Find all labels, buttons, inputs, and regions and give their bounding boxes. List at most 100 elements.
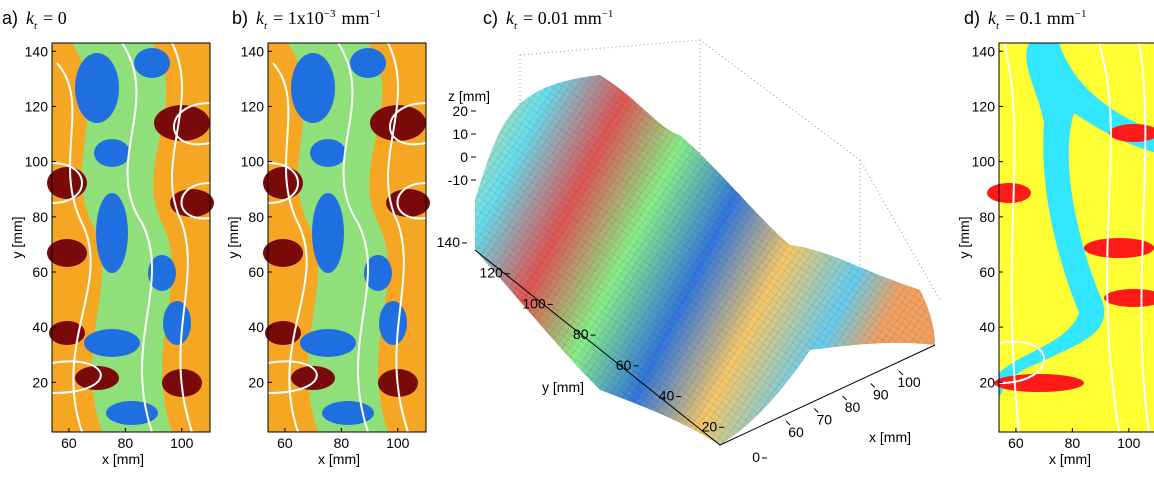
y-tick-label: 20 <box>32 374 48 390</box>
plot-area: 60 80 100 20 40 60 80 100 120 140 x [mm] y [mm] <box>956 42 1154 467</box>
surface-3d <box>474 39 941 446</box>
y-tick-label: 100 <box>25 154 49 170</box>
y-tick-label: 120 <box>972 98 996 114</box>
z-tick-label: -10 <box>448 172 468 188</box>
y-tick-label: 100 <box>522 295 546 311</box>
y-tick-label: 40 <box>248 319 264 335</box>
x-tick-label: 90 <box>873 387 889 403</box>
phase-map <box>46 42 215 433</box>
y-tick-label: 60 <box>32 264 48 280</box>
x-tick <box>785 420 791 426</box>
superscript: −1 <box>369 8 381 20</box>
equation: = 0.1 mm <box>1005 8 1075 28</box>
axes-3d: -10 0 10 20 0 20 40 60 80 100 120 140 60 70 80 90 100 z [… <box>437 88 921 465</box>
surface-mesh <box>475 75 935 445</box>
k-symbol: k <box>256 8 265 28</box>
x-tick-label: 70 <box>816 412 832 428</box>
y-tick-label: 100 <box>972 154 996 170</box>
y-tick-label: 80 <box>248 209 264 225</box>
panel-label: c) <box>483 8 498 28</box>
equation: = 1x10 <box>273 8 324 28</box>
x-tick-label: 80 <box>845 399 861 415</box>
y-tick-label: 140 <box>972 43 996 59</box>
y-tick-label: 80 <box>979 209 995 225</box>
x-tick-label: 60 <box>277 435 293 451</box>
y-tick-label: 120 <box>241 98 265 114</box>
x-tick-label: 60 <box>1008 435 1024 451</box>
y-tick-label: 60 <box>979 264 995 280</box>
x-tick-label: 80 <box>334 435 350 451</box>
plot-frame <box>267 42 427 433</box>
k-symbol: k <box>988 8 997 28</box>
k-subscript: t <box>34 20 38 32</box>
z-axis-label: z [mm] <box>448 88 490 104</box>
y-tick-label: 100 <box>241 154 265 170</box>
unit: mm <box>341 8 369 28</box>
panel-label: b) <box>232 8 248 28</box>
superscript: −1 <box>602 8 614 20</box>
z-tick-label: 20 <box>452 103 468 119</box>
y-tick-label: 0 <box>752 449 760 465</box>
y-axis-label: y [mm] <box>542 379 584 395</box>
y-tick-label: 40 <box>32 319 48 335</box>
x-tick-label: 100 <box>1117 435 1141 451</box>
panel-title: d) kt = 0.1 mm−1 <box>964 8 1086 32</box>
x-axis-label: x [mm] <box>1049 451 1091 467</box>
axis-lines <box>474 249 936 446</box>
panel-label: d) <box>964 8 980 28</box>
equation: = 0.01 mm <box>523 8 602 28</box>
superscript: −3 <box>324 8 336 20</box>
k-subscript: t <box>996 20 1000 32</box>
x-tick-label: 60 <box>788 424 804 440</box>
y-axis-label: y [mm] <box>225 217 241 259</box>
x-tick-label: 80 <box>1065 435 1081 451</box>
y-tick-label: 40 <box>979 319 995 335</box>
k-subscript: t <box>264 20 268 32</box>
x-tick-label: 60 <box>61 435 77 451</box>
y-tick-label: 80 <box>573 326 589 342</box>
y-tick-label: 140 <box>241 43 265 59</box>
panel-title: c) kt = 0.01 mm−1 <box>483 8 613 32</box>
x-axis-label: x [mm] <box>102 451 144 467</box>
x-tick <box>870 383 876 388</box>
y-tick-label: 20 <box>702 418 718 434</box>
y-tick-label: 140 <box>437 234 461 250</box>
x-tick <box>898 370 904 376</box>
x-tick-label: 100 <box>170 435 194 451</box>
panel-title: a) kt = 0 <box>2 8 67 32</box>
y-tick-label: 40 <box>659 388 675 404</box>
y-tick-label: 60 <box>616 357 632 373</box>
y-tick-label: 60 <box>248 264 264 280</box>
x-axis-label: x [mm] <box>869 429 911 445</box>
phase-map <box>986 42 1154 433</box>
z-tick-label: 0 <box>460 149 468 165</box>
superscript: −1 <box>1075 8 1087 20</box>
plot-area: 60 80 100 20 40 60 80 100 120 140 x [mm] y [mm] <box>225 42 427 467</box>
y-tick-label: 140 <box>25 43 49 59</box>
plot-area: 60 80 100 20 40 60 80 100 120 140 x [mm] y [mm] <box>9 42 211 467</box>
k-subscript: t <box>514 20 518 32</box>
y-tick-label: 120 <box>479 265 503 281</box>
plot-frame <box>998 42 1154 433</box>
k-symbol: k <box>26 8 35 28</box>
panel-label: a) <box>2 8 18 28</box>
x-tick-label: 80 <box>118 435 134 451</box>
y-axis-label: y [mm] <box>9 217 25 259</box>
x-axis-label: x [mm] <box>318 451 360 467</box>
x-tick <box>813 408 819 413</box>
z-tick-label: 10 <box>452 126 468 142</box>
y-tick-label: 20 <box>979 374 995 390</box>
equation: = 0 <box>43 8 67 28</box>
k-symbol: k <box>506 8 515 28</box>
panel-title: b) kt = 1x10−3 mm−1 <box>232 8 381 32</box>
y-tick-label: 20 <box>248 374 264 390</box>
x-tick <box>842 395 847 401</box>
x-tick-label: 100 <box>386 435 410 451</box>
y-axis-label: y [mm] <box>956 217 972 259</box>
y-tick-label: 120 <box>25 98 49 114</box>
plot-frame <box>51 42 211 433</box>
phase-map <box>262 42 431 433</box>
x-tick-label: 100 <box>897 374 921 390</box>
y-tick-label: 80 <box>32 209 48 225</box>
